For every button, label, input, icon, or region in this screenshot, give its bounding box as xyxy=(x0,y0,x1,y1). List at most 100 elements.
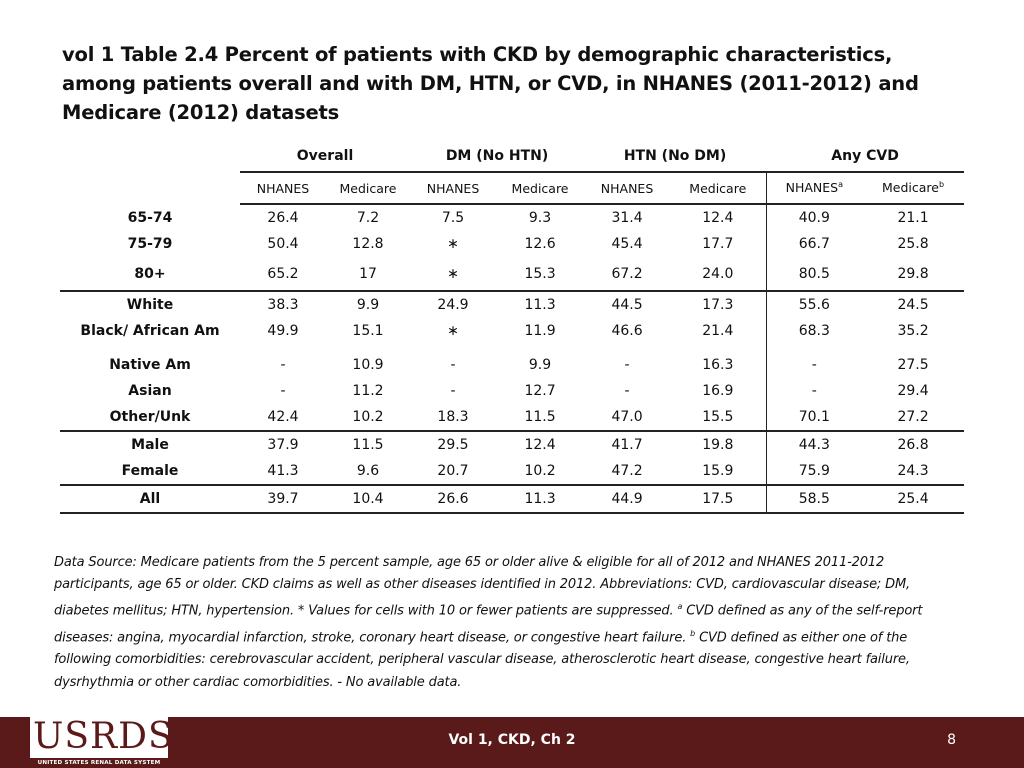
table-row: 65-74 26.4 7.2 7.5 9.3 31.4 12.4 40.9 21… xyxy=(60,204,964,231)
row-label: 65-74 xyxy=(127,209,173,226)
cell: - xyxy=(280,357,286,373)
row-label: Other/Unk xyxy=(109,409,191,425)
sub-header: NHANES xyxy=(584,172,671,205)
cell: 9.9 xyxy=(326,290,411,318)
cell: 24.5 xyxy=(862,290,965,318)
cell: 44.3 xyxy=(766,430,863,458)
table-row: 80+ 65.2 17 ∗ 15.3 67.2 24.0 80.5 29.8 xyxy=(60,257,964,291)
sub-header-text: Medicare xyxy=(882,180,939,196)
cell: 35.2 xyxy=(897,323,929,339)
note-text: CVD defined as any of the self-report di… xyxy=(54,603,923,646)
cell: 10.9 xyxy=(352,357,384,373)
cell: 44.5 xyxy=(584,290,671,318)
cell: 19.8 xyxy=(670,430,767,458)
cell: 47.0 xyxy=(611,409,643,425)
footer-bar xyxy=(0,717,1024,768)
sub-header-with-footnote: Medicareb xyxy=(862,172,965,205)
cell: 10.4 xyxy=(326,484,411,514)
cell: 7.5 xyxy=(441,210,465,226)
cell: 41.7 xyxy=(584,430,671,458)
cell: 11.9 xyxy=(524,323,556,339)
row-label: 75-79 xyxy=(127,236,173,252)
cell: 16.9 xyxy=(670,378,767,404)
footnote-mark: a xyxy=(677,602,683,612)
cell: 29.8 xyxy=(897,265,929,282)
cell: 12.4 xyxy=(496,430,585,458)
cell: 11.2 xyxy=(352,383,384,399)
data-source-note: Data Source: Medicare patients from the … xyxy=(54,552,959,694)
footnote-mark: b xyxy=(939,180,945,190)
cell: - xyxy=(624,383,630,399)
footnote-mark: a xyxy=(838,180,843,190)
slide-title: vol 1 Table 2.4 Percent of patients with… xyxy=(62,43,919,124)
cell: 11.3 xyxy=(496,484,585,514)
group-header: Overall xyxy=(240,140,411,173)
cell: 12.7 xyxy=(524,383,556,399)
page-number: 8 xyxy=(947,732,956,748)
sub-header-text: NHANES xyxy=(785,180,839,196)
cell: 21.1 xyxy=(897,210,929,226)
cell: 66.7 xyxy=(798,236,830,252)
cell: 26.4 xyxy=(267,210,299,226)
group-header-row: Overall DM (No HTN) HTN (No DM) Any CVD xyxy=(60,140,965,173)
cell: - xyxy=(811,357,817,373)
cell: ∗ xyxy=(447,265,459,282)
ckd-demographics-table: Overall DM (No HTN) HTN (No DM) Any CVD … xyxy=(60,140,965,514)
table-row: Male 37.9 11.5 29.5 12.4 41.7 19.8 44.3 … xyxy=(60,430,965,458)
cell: - xyxy=(624,357,630,373)
cell: 37.9 xyxy=(240,430,326,458)
cell: 11.5 xyxy=(524,409,556,425)
group-header: DM (No HTN) xyxy=(410,140,585,173)
cell: 17.3 xyxy=(670,290,767,318)
group-header: Any CVD xyxy=(766,140,965,173)
cell: 9.6 xyxy=(356,463,380,479)
footnote-mark: b xyxy=(690,628,696,638)
cell: 20.7 xyxy=(437,463,469,479)
cell: 41.3 xyxy=(267,463,299,479)
table-row: Black/ African Am 49.9 15.1 ∗ 11.9 46.6 … xyxy=(60,318,964,344)
row-label: Asian xyxy=(128,383,172,399)
logo-subtitle: UNITED STATES RENAL DATA SYSTEM xyxy=(30,758,168,768)
cell: 80.5 xyxy=(798,265,830,282)
cell: 46.6 xyxy=(611,323,643,339)
table-row: Other/Unk 42.4 10.2 18.3 11.5 47.0 15.5 … xyxy=(60,404,964,431)
cell: 25.8 xyxy=(897,236,929,252)
table-row: White 38.3 9.9 24.9 11.3 44.5 17.3 55.6 … xyxy=(60,290,965,318)
cell: 47.2 xyxy=(611,463,643,479)
sub-header: Medicare xyxy=(496,172,585,205)
sub-header: Medicare xyxy=(326,172,411,205)
sub-header: NHANES xyxy=(410,172,497,205)
sub-header: NHANES xyxy=(240,172,326,205)
cell: 39.7 xyxy=(240,484,326,514)
cell: 9.3 xyxy=(528,210,552,226)
row-label: Black/ African Am xyxy=(80,323,220,339)
cell: 10.2 xyxy=(352,409,384,425)
row-label: Native Am xyxy=(109,357,191,373)
sub-header: Medicare xyxy=(670,172,767,205)
cell: 18.3 xyxy=(437,409,469,425)
cell: 9.9 xyxy=(528,357,552,373)
cell: 17.7 xyxy=(670,231,767,257)
cell: - xyxy=(280,383,286,399)
cell: 31.4 xyxy=(611,210,643,226)
cell: 12.4 xyxy=(670,204,767,231)
cell: 45.4 xyxy=(611,236,643,252)
cell: 15.3 xyxy=(524,265,556,282)
cell: 58.5 xyxy=(766,484,863,514)
cell: 26.8 xyxy=(862,430,965,458)
sub-header-row: NHANES Medicare NHANES Medicare NHANES M… xyxy=(60,172,965,205)
cell: 70.1 xyxy=(798,409,830,425)
sub-header-with-footnote: NHANESa xyxy=(766,172,863,205)
cell: 15.9 xyxy=(670,458,767,485)
row-label: White xyxy=(60,290,240,318)
table-row: Asian - 11.2 - 12.7 - 16.9 - 29.4 xyxy=(60,378,964,404)
cell: 12.6 xyxy=(524,236,556,252)
cell: 21.4 xyxy=(670,318,767,344)
cell: 29.4 xyxy=(897,383,929,399)
cell: 24.3 xyxy=(897,463,929,479)
cell: 44.9 xyxy=(584,484,671,514)
cell: ∗ xyxy=(447,323,459,339)
cell: 11.5 xyxy=(326,430,411,458)
group-header: HTN (No DM) xyxy=(584,140,767,173)
cell: ∗ xyxy=(447,236,459,252)
